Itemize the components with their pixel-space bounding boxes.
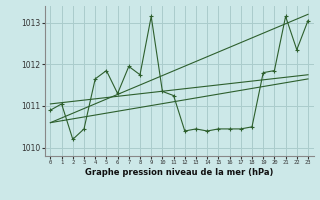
X-axis label: Graphe pression niveau de la mer (hPa): Graphe pression niveau de la mer (hPa) <box>85 168 273 177</box>
